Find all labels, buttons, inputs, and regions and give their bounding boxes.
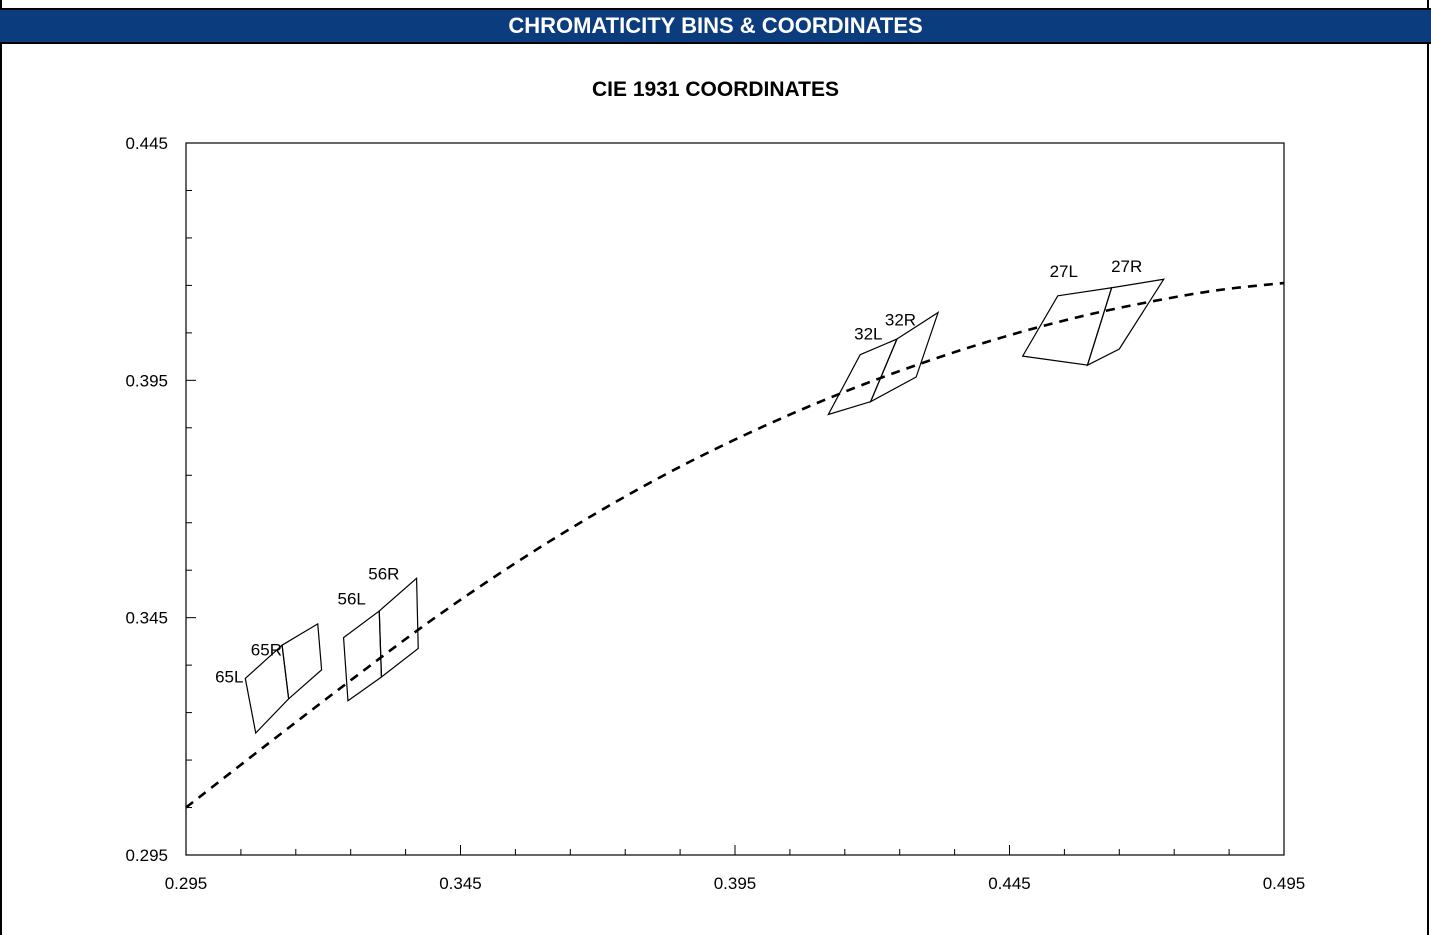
bin-27r — [1086, 278, 1165, 367]
bin-65r — [281, 622, 323, 701]
chart-title: CIE 1931 COORDINATES — [591, 78, 839, 101]
x-tick-label: 0.445 — [988, 874, 1031, 893]
page-header-title: CHROMATICITY BINS & COORDINATES — [0, 8, 1431, 44]
bin-label: 65L — [215, 668, 243, 687]
axis-ticks — [185, 142, 1285, 856]
bin-27l — [1021, 287, 1113, 366]
x-axis-labels: 0.295 0.345 0.395 0.445 0.495 — [165, 874, 1306, 893]
y-tick-label: 0.345 — [125, 609, 168, 628]
bin-label: 27R — [1111, 257, 1142, 276]
planckian-locus-line — [185, 281, 1285, 809]
bin-label: 32R — [885, 310, 916, 329]
x-tick-label: 0.295 — [165, 874, 208, 893]
bin-56l — [342, 609, 383, 702]
x-tick-label: 0.345 — [439, 874, 482, 893]
y-tick-label: 0.295 — [125, 846, 168, 865]
y-tick-label: 0.395 — [125, 371, 168, 390]
y-axis-labels: 0.445 0.395 0.345 0.295 — [125, 134, 168, 865]
bin-56r — [378, 576, 419, 679]
bin-32r — [869, 311, 940, 404]
bin-label: 56R — [368, 565, 399, 584]
bin-32l — [827, 337, 899, 416]
bin-label: 56L — [338, 589, 366, 608]
plot-area — [185, 142, 1285, 856]
x-tick-label: 0.495 — [1263, 874, 1306, 893]
chromaticity-bins — [244, 278, 1165, 735]
x-tick-label: 0.395 — [714, 874, 757, 893]
bin-label: 32L — [854, 325, 882, 344]
y-tick-label: 0.445 — [125, 134, 168, 153]
bin-label: 27L — [1050, 262, 1078, 281]
bin-label: 65R — [251, 641, 282, 660]
